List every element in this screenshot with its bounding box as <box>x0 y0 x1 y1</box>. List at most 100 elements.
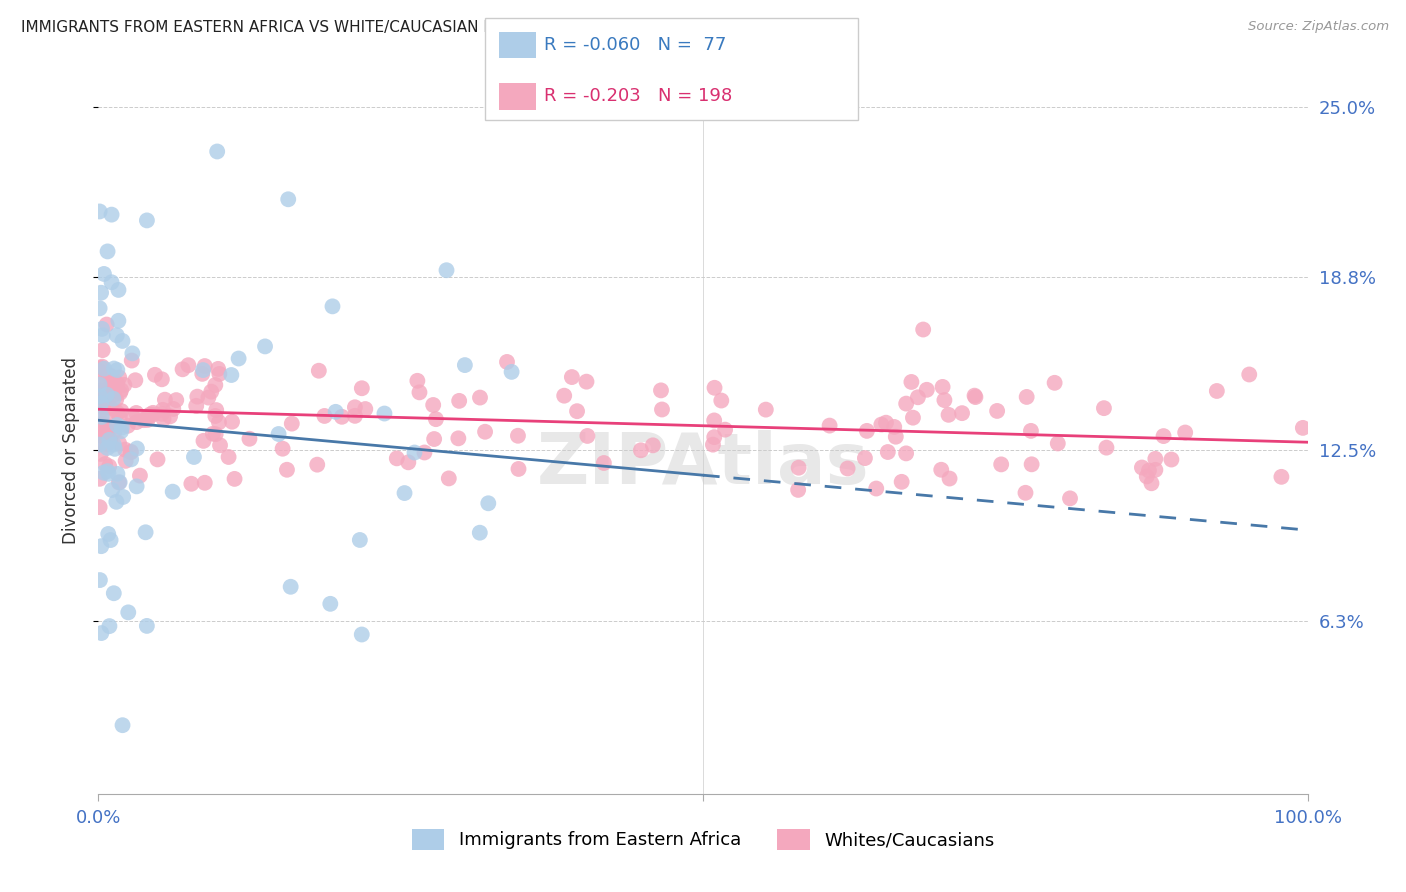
Point <box>89 301 111 316</box>
Point <box>108 475 131 490</box>
Point <box>714 423 737 437</box>
Point <box>159 409 181 424</box>
Point <box>125 442 148 456</box>
Point <box>150 407 173 421</box>
Point <box>152 402 174 417</box>
Point <box>108 410 131 425</box>
Point <box>191 363 214 377</box>
Point <box>990 458 1012 472</box>
Point <box>194 359 217 373</box>
Point <box>104 424 127 438</box>
Point <box>224 472 246 486</box>
Point <box>111 334 134 348</box>
Point <box>91 417 114 431</box>
Point <box>97 467 120 481</box>
Point <box>883 420 905 434</box>
Point <box>89 389 111 403</box>
Point <box>207 362 229 376</box>
Point <box>121 346 143 360</box>
Point <box>89 412 111 426</box>
Point <box>191 367 214 381</box>
Point <box>96 387 118 401</box>
Point <box>963 389 986 403</box>
Point <box>218 450 240 464</box>
Point <box>1137 464 1160 478</box>
Point <box>276 463 298 477</box>
Point <box>112 490 135 504</box>
Point <box>112 378 135 392</box>
Point <box>950 406 973 420</box>
Point <box>630 443 652 458</box>
Point <box>97 464 120 478</box>
Point <box>703 430 725 444</box>
Point <box>408 385 430 400</box>
Point <box>890 475 912 489</box>
Point <box>150 372 173 386</box>
Point <box>508 462 530 476</box>
Point <box>94 393 117 408</box>
Point <box>120 452 142 467</box>
Text: Source: ZipAtlas.com: Source: ZipAtlas.com <box>1249 20 1389 33</box>
Point <box>651 402 673 417</box>
Point <box>343 409 366 423</box>
Text: R = -0.203   N = 198: R = -0.203 N = 198 <box>544 87 733 105</box>
Point <box>105 328 128 343</box>
Point <box>901 410 924 425</box>
Point <box>96 431 118 445</box>
Point <box>135 525 157 540</box>
Point <box>350 381 373 395</box>
Point <box>91 328 114 343</box>
Point <box>1174 425 1197 440</box>
Point <box>280 580 302 594</box>
Point <box>865 482 887 496</box>
Point <box>162 484 184 499</box>
Point <box>117 606 139 620</box>
Point <box>98 433 121 447</box>
Point <box>205 403 228 417</box>
Point <box>501 365 523 379</box>
Point <box>91 359 114 374</box>
Point <box>870 417 893 432</box>
Point <box>477 496 499 510</box>
Point <box>143 368 166 382</box>
Point <box>90 435 112 450</box>
Point <box>152 412 174 426</box>
Point <box>90 409 112 424</box>
Point <box>1205 384 1227 398</box>
Point <box>103 392 125 406</box>
Point <box>142 406 165 420</box>
Point <box>1239 368 1261 382</box>
Point <box>343 401 366 415</box>
Point <box>884 430 907 444</box>
Point <box>576 429 599 443</box>
Point <box>193 434 215 448</box>
Point <box>91 385 114 400</box>
Point <box>755 402 778 417</box>
Point <box>110 425 132 439</box>
Point <box>702 437 724 451</box>
Point <box>90 361 112 376</box>
Legend: Immigrants from Eastern Africa, Whites/Caucasians: Immigrants from Eastern Africa, Whites/C… <box>405 822 1001 857</box>
Point <box>267 427 290 442</box>
Point <box>97 527 120 541</box>
Point <box>468 525 491 540</box>
Point <box>89 437 111 451</box>
Point <box>201 426 224 441</box>
Point <box>396 455 419 469</box>
Point <box>1292 421 1315 435</box>
Point <box>449 393 471 408</box>
Point <box>114 442 136 457</box>
Point <box>91 419 114 434</box>
Point <box>1144 463 1167 477</box>
Point <box>124 373 146 387</box>
Point <box>183 450 205 464</box>
Point <box>94 457 117 471</box>
Point <box>1043 376 1066 390</box>
Point <box>90 423 112 437</box>
Point <box>208 367 231 381</box>
Point <box>91 376 114 390</box>
Point <box>561 370 583 384</box>
Point <box>103 437 125 451</box>
Point <box>120 445 142 459</box>
Point <box>104 442 127 456</box>
